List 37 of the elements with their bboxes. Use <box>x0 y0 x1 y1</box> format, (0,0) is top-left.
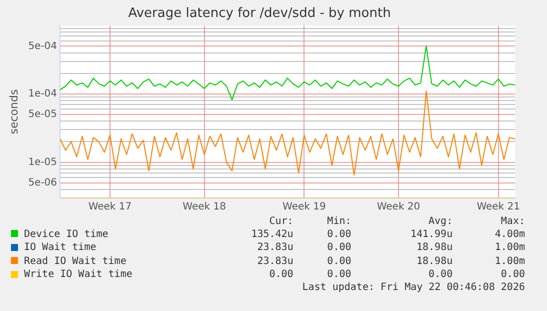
text: 0.00 <box>326 241 352 254</box>
y-tick-label: 1e-05 <box>28 156 58 168</box>
y-tick-label: 5e-04 <box>28 40 58 52</box>
x-tick-label: Week 19 <box>282 202 326 213</box>
text: Cur: <box>268 216 294 228</box>
text: 0.00 <box>326 254 352 268</box>
y-axis-title: seconds <box>7 89 20 134</box>
text: 141.99u <box>409 228 453 241</box>
text: 0.00 <box>268 268 294 282</box>
x-tick-label: Week 17 <box>88 202 132 213</box>
legend-label: Write IO Wait time <box>24 269 132 280</box>
x-tick-label: Week 21 <box>476 202 520 213</box>
text: 1.00m <box>494 254 525 268</box>
text: Min: <box>326 216 352 228</box>
legend-label: Read IO Wait time <box>24 256 126 266</box>
text: 0.00 <box>428 268 453 282</box>
text: 4.00m <box>494 228 525 241</box>
text: Max: <box>500 216 525 228</box>
x-tick-label: Week 20 <box>376 202 420 213</box>
chart-title: Average latency for /dev/sdd - by month <box>128 6 391 22</box>
legend-label: IO Wait time <box>24 242 96 253</box>
text: Last update: Fri May 22 00:46:08 2026 <box>301 282 525 293</box>
y-tick-label: 5e-06 <box>28 177 58 188</box>
text: 18.98u <box>415 254 453 268</box>
text: 135.42u <box>250 228 294 241</box>
text: 0.00 <box>326 268 352 282</box>
legend-label: Device IO time <box>24 228 108 240</box>
text: 23.83u <box>256 241 294 254</box>
y-tick-label: 5e-05 <box>28 109 58 120</box>
x-tick-label: Week 18 <box>182 202 226 213</box>
text: 0.00 <box>326 228 352 241</box>
text: 18.98u <box>415 241 453 254</box>
text: 1.00m <box>494 241 525 254</box>
text: Avg: <box>428 216 453 228</box>
y-tick-label: 1e-04 <box>28 88 58 100</box>
text: 23.83u <box>256 254 294 268</box>
text: 0.00 <box>500 268 525 282</box>
